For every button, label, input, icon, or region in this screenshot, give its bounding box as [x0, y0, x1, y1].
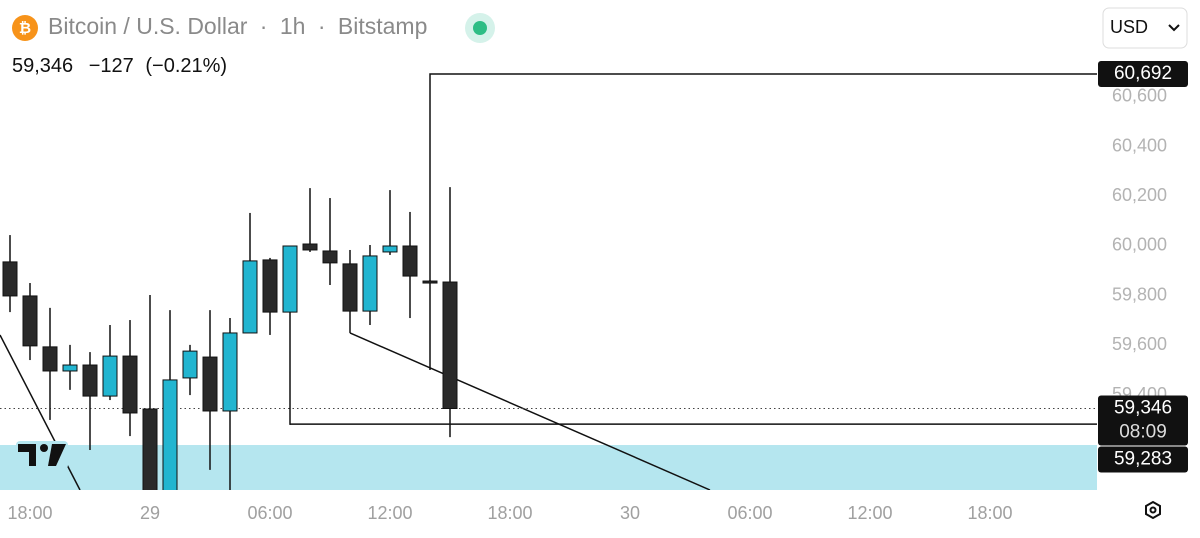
plot-area: [0, 73, 1097, 490]
symbol-line: Bitcoin / U.S. Dollar · 1h · Bitstamp: [48, 13, 427, 39]
status-dot: [473, 21, 487, 35]
y-tick-label: 59,600: [1112, 334, 1167, 354]
currency-select[interactable]: [1102, 7, 1188, 49]
drawing-line: [429, 73, 1097, 370]
sep: ·: [260, 13, 268, 39]
currency[interactable]: USD: [1110, 17, 1148, 37]
candle-body: [82, 364, 98, 397]
x-tick-label: 18:00: [487, 503, 532, 523]
exchange: Bitstamp: [338, 13, 427, 39]
countdown: 08:09: [1119, 422, 1167, 443]
change: −127: [89, 55, 134, 77]
y-tick-label: 60,200: [1112, 185, 1167, 205]
quote-line: 59,346 −127 (−0.21%): [12, 55, 227, 77]
x-tick-label: 18:00: [7, 503, 52, 523]
candle-body: [42, 346, 58, 372]
btc-icon: [12, 15, 38, 41]
price-tag-label: 59,346: [1114, 398, 1172, 419]
x-tick-label: 29: [140, 503, 160, 523]
price-tag-label: 59,283: [1114, 449, 1172, 470]
candle-body: [102, 355, 118, 397]
drawing-line: [349, 332, 711, 490]
candle-body: [442, 281, 458, 409]
candle-body: [402, 245, 418, 277]
candle-body: [342, 263, 358, 312]
shaded-zone: [0, 445, 1097, 490]
interval: 1h: [280, 13, 306, 39]
x-tick-label: 30: [620, 503, 640, 523]
candle-body: [22, 295, 38, 347]
price-tag: [1098, 61, 1188, 88]
y-tick-label: 60,600: [1112, 86, 1167, 106]
symbol: Bitcoin / U.S. Dollar: [48, 13, 248, 39]
candle-body: [322, 250, 338, 264]
candle-body: [2, 261, 18, 297]
candle-body: [242, 260, 258, 334]
candle-body: [282, 245, 298, 313]
price-tag-label: 60,692: [1114, 63, 1172, 84]
candle-body: [142, 408, 158, 490]
y-tick-label: 60,400: [1112, 135, 1167, 155]
last-price: 59,346: [12, 55, 73, 77]
dropdown-arrow[interactable]: [1168, 24, 1180, 32]
axes: 59,40059,60059,80060,00060,20060,40060,6…: [7, 61, 1188, 523]
y-tick-label: 60,000: [1112, 235, 1167, 255]
settings-icon[interactable]: [1145, 500, 1161, 520]
x-tick-label: 12:00: [847, 503, 892, 523]
x-tick-label: 12:00: [367, 503, 412, 523]
candle-body: [422, 280, 438, 284]
candle-body: [162, 379, 178, 490]
change-pct: (−0.21%): [145, 55, 227, 77]
candle-body: [202, 356, 218, 412]
candle-body: [182, 350, 198, 379]
x-tick-label: 06:00: [727, 503, 772, 523]
candle-body: [222, 332, 238, 412]
x-tick-label: 06:00: [247, 503, 292, 523]
settings-dot[interactable]: [1149, 506, 1157, 514]
tv-logo: [16, 441, 68, 469]
x-tick-label: 18:00: [967, 503, 1012, 523]
candle-body: [362, 255, 378, 312]
y-tick-label: 59,800: [1112, 284, 1167, 304]
candle-body: [302, 243, 318, 251]
candle-body: [62, 364, 78, 372]
candle-body: [262, 259, 278, 313]
sep: ·: [318, 13, 326, 39]
price-tag: [1098, 395, 1188, 446]
candle-body: [122, 355, 138, 414]
price-tag: [1098, 446, 1188, 473]
candle-body: [382, 245, 398, 253]
btc-glyph: ₿: [19, 20, 31, 37]
